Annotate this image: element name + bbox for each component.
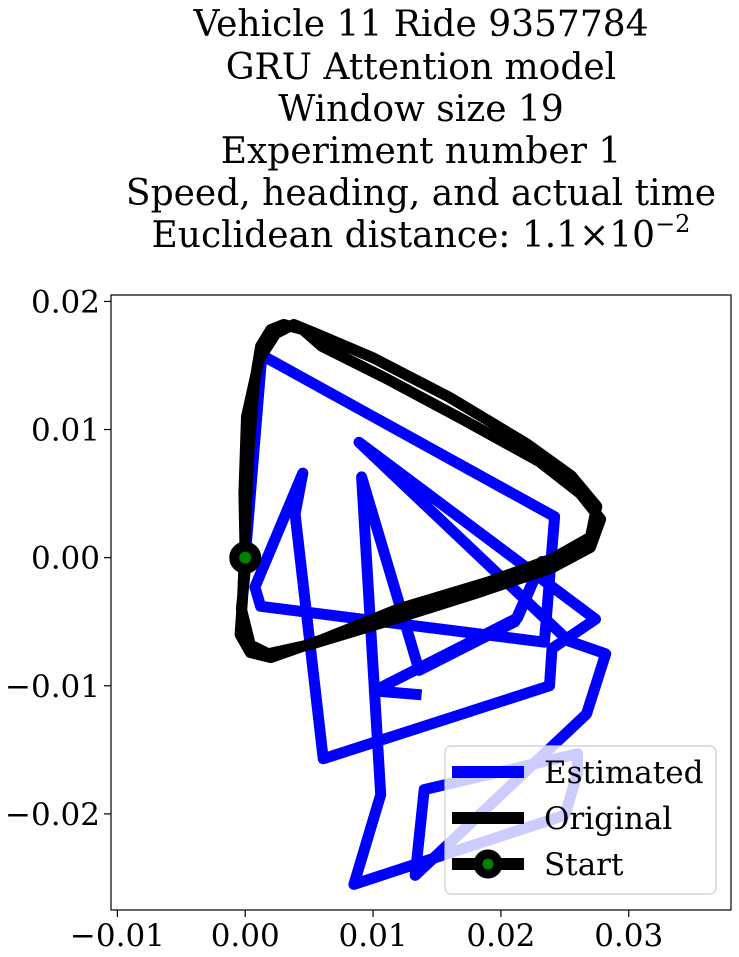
title-distance-base: 10 (609, 215, 655, 256)
series-line-estimated (239, 349, 612, 890)
title-distance-prefix: Euclidean distance: 1.1 (152, 215, 580, 256)
title-distance-exponent: −2 (655, 210, 690, 238)
legend-label-original: Original (544, 801, 672, 837)
start-marker (229, 541, 262, 574)
chart-title: Vehicle 11 Ride 9357784 GRU Attention mo… (126, 4, 716, 256)
title-line-2: GRU Attention model (226, 47, 616, 88)
legend-label-estimated: Estimated (544, 755, 703, 791)
title-line-1: Vehicle 11 Ride 9357784 (192, 4, 648, 45)
series-line-original (234, 319, 607, 664)
y-axis: 0.02 0.01 0.00 −0.01 −0.02 (5, 284, 111, 833)
y-tick-label: 0.02 (31, 284, 100, 320)
x-tick-label: 0.00 (211, 918, 280, 954)
legend: Estimated Original Start (444, 745, 717, 895)
legend-label-start: Start (544, 847, 624, 883)
x-tick-label: 0.01 (339, 918, 408, 954)
title-line-4: Experiment number 1 (221, 131, 622, 172)
y-tick-label: −0.02 (5, 797, 100, 833)
plot-frame (110, 294, 732, 911)
title-line-5: Speed, heading, and actual time (126, 173, 716, 214)
title-distance-times: × (579, 215, 609, 256)
y-tick-label: 0.00 (31, 541, 100, 577)
y-tick-label: −0.01 (5, 669, 100, 705)
legend-box (444, 745, 717, 895)
x-tick-label: 0.03 (594, 918, 663, 954)
x-tick-label: 0.02 (466, 918, 535, 954)
legend-swatch-start-marker (473, 849, 503, 879)
title-line-6: Euclidean distance: 1.1×10−2 (152, 210, 691, 256)
title-line-3: Window size 19 (278, 89, 564, 130)
series-layer (229, 319, 612, 890)
y-tick-label: 0.01 (31, 413, 100, 449)
x-tick-label: −0.01 (70, 918, 165, 954)
x-axis: −0.01 0.00 0.01 0.02 0.03 (70, 910, 663, 954)
